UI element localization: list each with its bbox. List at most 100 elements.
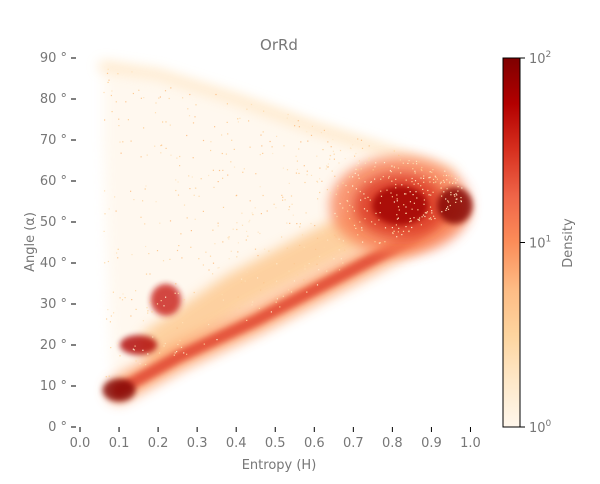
density-point bbox=[187, 108, 189, 110]
density-point bbox=[264, 248, 266, 250]
density-point bbox=[391, 196, 393, 198]
density-point bbox=[317, 181, 319, 183]
density-point bbox=[222, 241, 224, 243]
density-point bbox=[447, 200, 449, 202]
density-point bbox=[422, 188, 424, 190]
density-point bbox=[176, 157, 178, 159]
density-point bbox=[368, 159, 370, 161]
density-point bbox=[139, 363, 141, 365]
density-point bbox=[429, 176, 431, 178]
density-point bbox=[440, 187, 442, 189]
density-point bbox=[455, 193, 457, 195]
density-point bbox=[330, 256, 332, 258]
density-point bbox=[242, 171, 244, 173]
density-point bbox=[361, 229, 363, 231]
density-point bbox=[293, 280, 295, 282]
density-point bbox=[286, 222, 288, 224]
density-point bbox=[368, 157, 370, 159]
density-point bbox=[288, 289, 290, 291]
chart-title: OrRd bbox=[260, 36, 298, 54]
density-point bbox=[227, 237, 229, 239]
density-point bbox=[326, 166, 328, 168]
density-point bbox=[319, 256, 321, 258]
density-point bbox=[335, 236, 337, 238]
density-point bbox=[119, 297, 121, 299]
density-point bbox=[154, 145, 156, 147]
x-tick-label: 0.6 bbox=[304, 436, 325, 451]
density-point bbox=[432, 191, 434, 193]
density-point bbox=[420, 177, 422, 179]
density-point bbox=[440, 181, 442, 183]
density-cluster-core bbox=[372, 185, 429, 226]
density-point bbox=[148, 253, 150, 255]
density-point bbox=[409, 201, 411, 203]
density-point bbox=[108, 208, 110, 210]
density-point bbox=[323, 246, 325, 248]
density-point bbox=[409, 191, 411, 193]
colorbar-label: Density bbox=[561, 218, 576, 268]
density-point bbox=[300, 141, 302, 143]
density-point bbox=[374, 178, 376, 180]
density-point bbox=[163, 305, 165, 307]
x-tick-label: 0.5 bbox=[265, 436, 286, 451]
density-point bbox=[395, 187, 397, 189]
density-point bbox=[451, 175, 453, 177]
density-point bbox=[458, 176, 460, 178]
density-point bbox=[432, 169, 434, 171]
density-point bbox=[237, 121, 239, 123]
density-point bbox=[428, 177, 430, 179]
density-point bbox=[421, 169, 423, 172]
density-point bbox=[217, 225, 219, 227]
density-point bbox=[404, 193, 406, 195]
density-point bbox=[348, 176, 351, 178]
density-point bbox=[282, 196, 284, 198]
density-point bbox=[279, 306, 281, 308]
y-tick-label: 40 ° bbox=[40, 256, 67, 271]
density-point bbox=[160, 145, 162, 147]
density-point bbox=[180, 346, 183, 348]
density-point bbox=[391, 165, 393, 167]
density-point bbox=[131, 299, 133, 301]
density-point bbox=[429, 181, 431, 183]
density-point bbox=[135, 290, 137, 292]
y-tick-label: 30 ° bbox=[40, 297, 67, 312]
density-point bbox=[420, 185, 422, 187]
density-point bbox=[298, 172, 300, 174]
density-point bbox=[338, 269, 341, 271]
density-point bbox=[179, 339, 181, 341]
density-point bbox=[327, 239, 329, 241]
density-point bbox=[104, 119, 106, 121]
density-point bbox=[379, 242, 381, 244]
density-point bbox=[447, 208, 450, 210]
density-point bbox=[291, 203, 293, 205]
density-point bbox=[342, 169, 345, 171]
density-point bbox=[374, 223, 376, 225]
density-point bbox=[212, 169, 214, 171]
density-point bbox=[417, 209, 419, 211]
density-point bbox=[415, 191, 417, 193]
density-point bbox=[298, 126, 300, 128]
density-point bbox=[118, 125, 120, 127]
density-point bbox=[317, 198, 319, 200]
density-point bbox=[154, 112, 157, 114]
density-point bbox=[182, 97, 184, 99]
density-point bbox=[434, 175, 436, 177]
density-point bbox=[359, 190, 361, 193]
density-point bbox=[296, 160, 298, 162]
density-point bbox=[326, 189, 328, 191]
density-point bbox=[239, 117, 241, 119]
density-point bbox=[392, 232, 394, 234]
density-point bbox=[357, 138, 359, 140]
density-point bbox=[316, 180, 318, 182]
density-point bbox=[447, 201, 450, 203]
density-point bbox=[237, 251, 239, 253]
density-point bbox=[130, 190, 132, 192]
density-point bbox=[113, 312, 115, 314]
density-point bbox=[338, 238, 340, 240]
density-point bbox=[322, 149, 324, 151]
y-axis: 0 ° 10 ° 20 ° 30 ° 40 ° 50 ° 60 ° 70 ° 80 ° 90 ° bbox=[40, 51, 76, 435]
density-point bbox=[216, 339, 218, 341]
density-point bbox=[332, 138, 334, 141]
density-point bbox=[170, 154, 172, 156]
density-point bbox=[319, 178, 321, 180]
